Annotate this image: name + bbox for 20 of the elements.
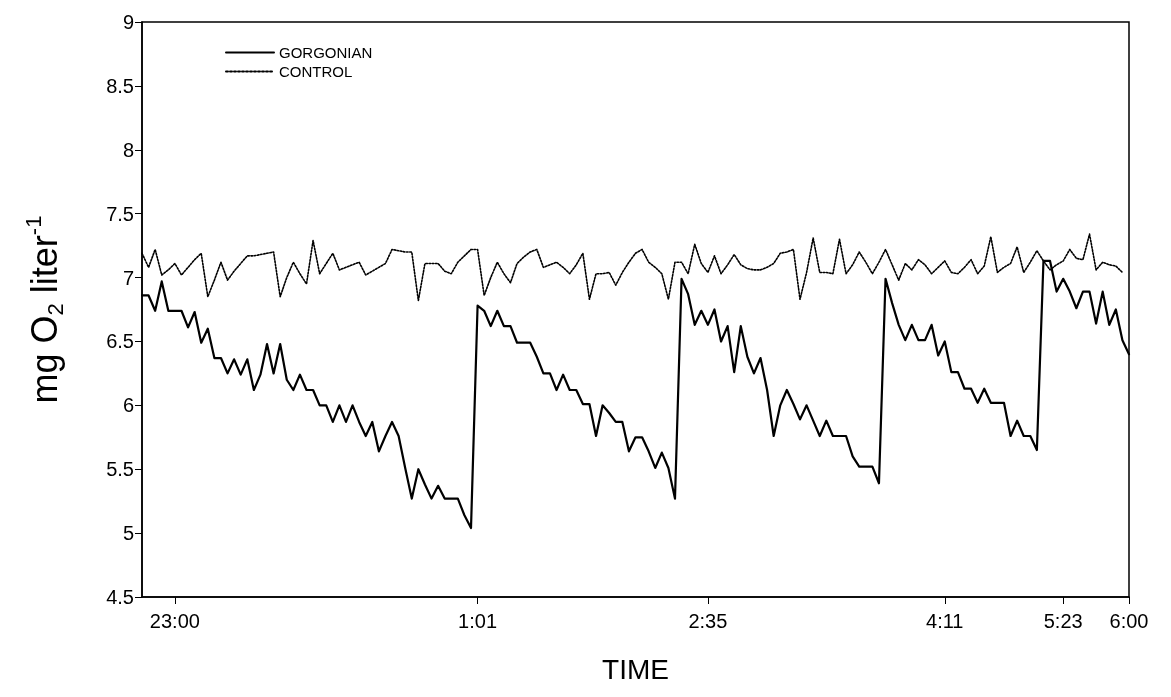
x-axis-title: TIME bbox=[602, 653, 669, 685]
x-tick-label: 4:11 bbox=[926, 610, 964, 632]
x-tick-label: 23:00 bbox=[149, 610, 200, 632]
y-tick-label: 7 bbox=[122, 266, 134, 289]
y-axis-title: mg O2 liter-1 bbox=[20, 215, 68, 404]
y-tick-label: 6.5 bbox=[106, 330, 134, 353]
x-tick-label: 2:35 bbox=[688, 610, 728, 632]
x-tick-label: 5:23 bbox=[1043, 610, 1083, 632]
legend-label: GORGONIAN bbox=[279, 44, 373, 61]
x-tick-label: 1:01 bbox=[458, 610, 498, 632]
y-tick-label: 7.5 bbox=[106, 202, 134, 225]
y-tick-label: 4.5 bbox=[106, 586, 134, 608]
y-tick-label: 8.5 bbox=[106, 74, 134, 97]
y-tick-label: 5 bbox=[122, 522, 134, 545]
y-tick-label: 5.5 bbox=[106, 458, 134, 481]
y-tick-label: 8 bbox=[122, 138, 134, 161]
x-tick-label: 6:00 bbox=[1109, 610, 1149, 632]
y-tick-label: 9 bbox=[122, 11, 134, 33]
legend-label: CONTROL bbox=[279, 63, 353, 80]
y-tick-label: 6 bbox=[122, 394, 134, 417]
